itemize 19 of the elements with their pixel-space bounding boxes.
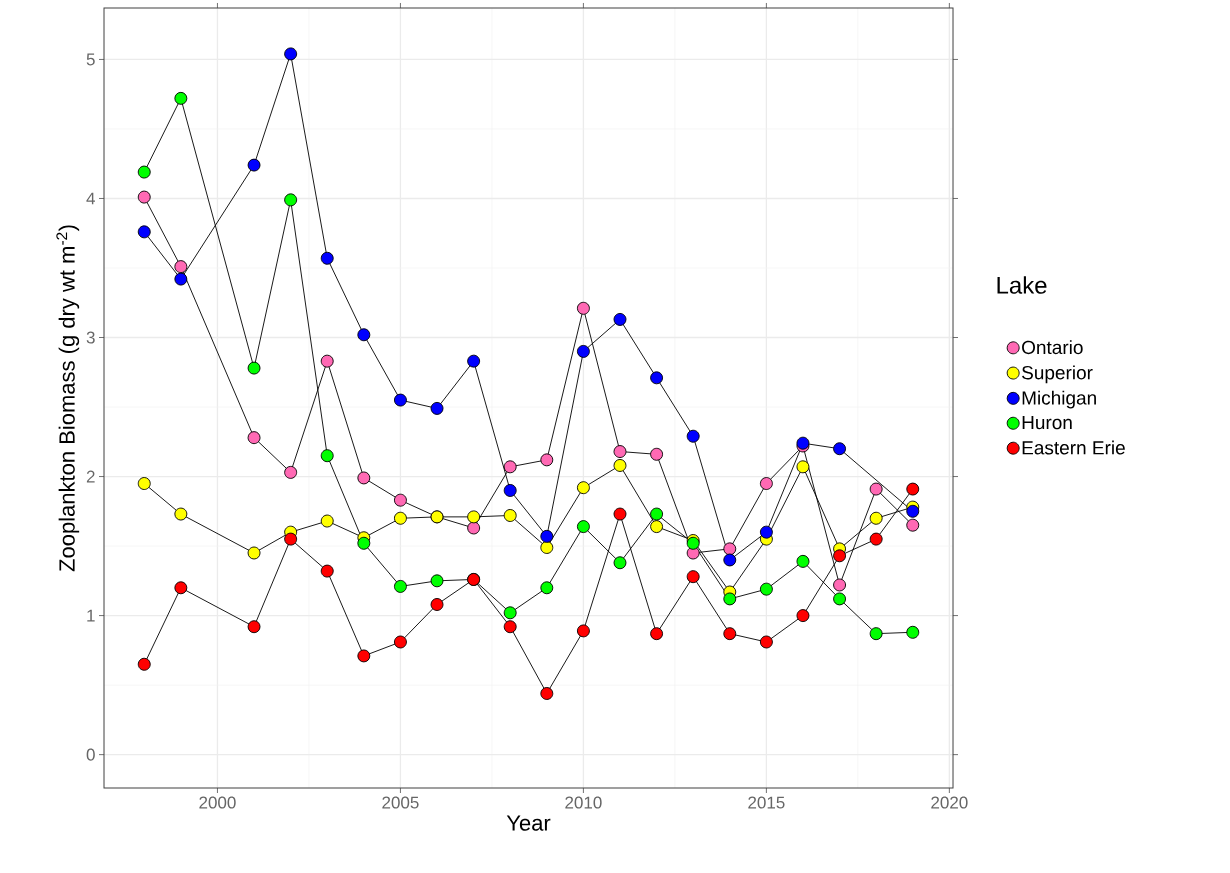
legend-label: Ontario (1022, 340, 1083, 355)
y-tick-label: 4 (86, 192, 95, 205)
legend-label: Superior (1022, 365, 1093, 384)
y-tick-label: 1 (87, 609, 95, 622)
x-tick-label: 2005 (382, 796, 419, 809)
x-axis-title: Year (506, 815, 551, 831)
y-tick-label: 0 (86, 748, 95, 761)
y-axis-title: Zooplankton Biomass (g dry wt m$^{-2}$) (56, 225, 80, 572)
x-tick-label: 2015 (748, 796, 785, 809)
y-tick-label: 3 (86, 331, 95, 344)
y-tick-label: 5 (86, 53, 95, 66)
legend-label: Eastern Erie (1022, 440, 1125, 455)
x-tick-label: 2010 (565, 796, 602, 809)
legend-label: Michigan (1022, 390, 1096, 409)
x-tick-label: 2020 (931, 796, 968, 809)
y-tick-label: 2 (86, 470, 95, 483)
x-tick-label: 2000 (199, 796, 236, 809)
legend-title: Lake (997, 276, 1047, 294)
legend-label: Huron (1022, 415, 1072, 430)
